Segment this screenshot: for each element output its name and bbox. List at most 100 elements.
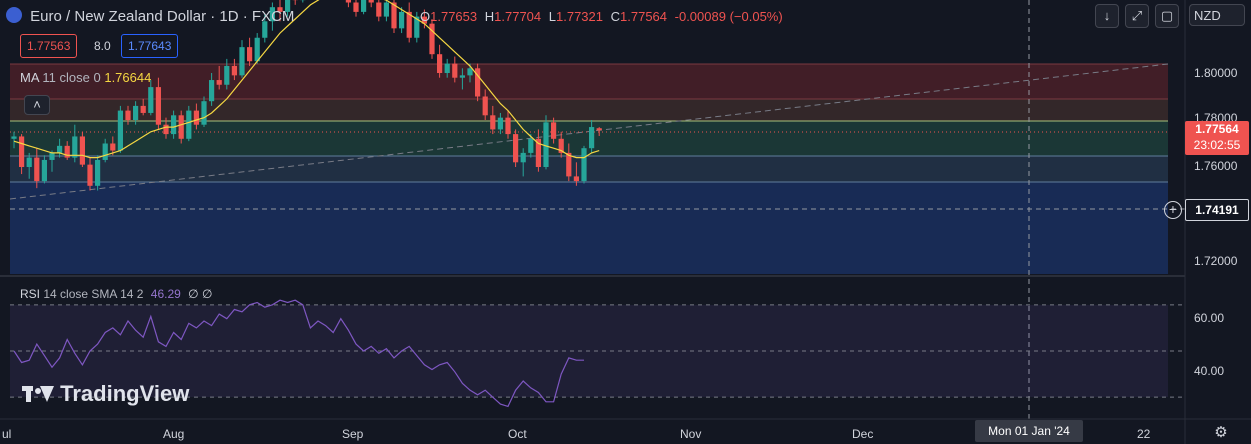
candle-body (520, 152, 526, 163)
candle-body (406, 11, 412, 38)
candle-body (452, 63, 458, 78)
candle-body (163, 124, 169, 135)
candle-body (558, 138, 564, 153)
time-label: Aug (163, 427, 185, 441)
candle-body (467, 68, 473, 76)
candle-body (102, 143, 108, 160)
candle-body (125, 110, 131, 120)
current-price: 1.77564 (1195, 122, 1239, 136)
crosshair-add-button[interactable]: + (1164, 201, 1182, 219)
crosshair-date-label: Mon 01 Jan '24 (975, 420, 1083, 442)
candle-body (186, 110, 192, 139)
price-zones (10, 63, 1168, 274)
candle-body (231, 65, 237, 76)
candle-body (535, 138, 541, 167)
candle-body (573, 176, 579, 182)
tradingview-logo-icon (22, 384, 54, 404)
candle-body (429, 23, 435, 55)
ohlc-legend: O1.77653 H1.77704 L1.77321 C1.77564 -0.0… (420, 9, 783, 24)
bar-countdown: 23:02:55 (1193, 138, 1241, 152)
ma-series (13, 0, 600, 159)
plus-icon: + (1168, 201, 1178, 217)
candle-body (277, 7, 283, 12)
ohlc-high: 1.77704 (494, 9, 542, 24)
candle-body (269, 7, 275, 22)
fullscreen-icon: ⤢ (1131, 8, 1143, 23)
candle-body (345, 0, 351, 3)
candle-body (513, 134, 519, 163)
buy-button[interactable]: 1.77643 (121, 34, 179, 58)
ohlc-c-label: C (610, 9, 621, 24)
symbol-title[interactable]: Euro / New Zealand Dollar · 1D · FXCM (30, 8, 295, 25)
rsi-legend[interactable]: RSI 14 close SMA 14 2 46.29 ∅ ∅ (20, 287, 212, 301)
time-label: Dec (852, 427, 874, 441)
candle-body (581, 148, 587, 182)
ohlc-l-label: L (548, 9, 556, 24)
fullscreen-button[interactable]: ⤢ (1125, 4, 1149, 28)
candle-body (497, 117, 503, 130)
restore-button[interactable]: ▢ (1155, 4, 1179, 28)
restore-icon: ▢ (1160, 8, 1174, 23)
candle-body (391, 2, 397, 29)
candle-body (95, 159, 101, 186)
price-zone (10, 99, 1168, 121)
rsi-pane (10, 299, 1185, 408)
ma-value: 1.76644 (104, 70, 152, 85)
candle-body (589, 127, 595, 149)
candle-body (421, 16, 427, 24)
time-label: 22 (1137, 427, 1151, 441)
candle-body (64, 145, 70, 158)
rsi-params: 14 close SMA 14 2 (43, 287, 144, 301)
ohlc-h-label: H (484, 9, 495, 24)
rsi-line (13, 299, 584, 408)
price-tick: 1.76000 (1194, 159, 1238, 173)
candle-body (224, 65, 230, 85)
rsi-tick: 60.00 (1194, 311, 1225, 325)
currency-selector[interactable]: NZD (1189, 4, 1245, 26)
ohlc-low: 1.77321 (556, 9, 603, 24)
candle-body (34, 157, 40, 182)
rsi-value: 46.29 (150, 287, 181, 301)
candle-body (376, 2, 382, 17)
candle-body (201, 101, 207, 125)
time-label: ul (2, 427, 12, 441)
candle-body (193, 110, 199, 125)
ohlc-close: 1.77564 (620, 9, 668, 24)
ma-legend[interactable]: MA 11 close 0 1.76644 (20, 70, 151, 85)
candle-body (239, 47, 245, 76)
candle-body (155, 87, 161, 125)
candle-body (285, 0, 291, 12)
spread-value: 8.0 (94, 39, 111, 53)
gear-icon: ⚙ (1214, 424, 1228, 441)
candle-body (209, 80, 215, 102)
candle-body (148, 87, 154, 113)
candle-body (171, 115, 177, 135)
candle-body (178, 115, 184, 139)
candle-body (79, 136, 85, 165)
candle-body (551, 122, 557, 139)
candle-body (596, 128, 602, 131)
settings-button[interactable]: ⚙ (1212, 424, 1230, 442)
candle-body (566, 152, 572, 177)
candle-body (383, 2, 389, 17)
candle-body (368, 0, 374, 3)
candle-body (399, 11, 405, 29)
rsi-extra-2: ∅ (201, 287, 213, 301)
sell-price: 1.77563 (27, 39, 71, 53)
collapse-legend-button[interactable]: ˄ (24, 95, 50, 115)
watermark-text: TradingView (60, 381, 190, 406)
current-price-label: 1.77564 23:02:55 (1185, 121, 1249, 155)
price-tick: 1.80000 (1194, 66, 1238, 80)
ma-params: 11 close 0 (42, 70, 101, 85)
symbol-legend: Euro / New Zealand Dollar · 1D · FXCM (6, 7, 294, 25)
candle-body (414, 16, 420, 38)
ohlc-open: 1.77653 (430, 9, 478, 24)
candle-body (133, 105, 139, 120)
sell-button[interactable]: 1.77563 (20, 34, 78, 58)
rsi-extra-1: ∅ (188, 287, 199, 301)
down-arrow-button[interactable]: ↓ (1095, 4, 1119, 28)
candle-body (72, 136, 78, 158)
ma-line (13, 0, 600, 159)
candle-body (140, 105, 146, 113)
